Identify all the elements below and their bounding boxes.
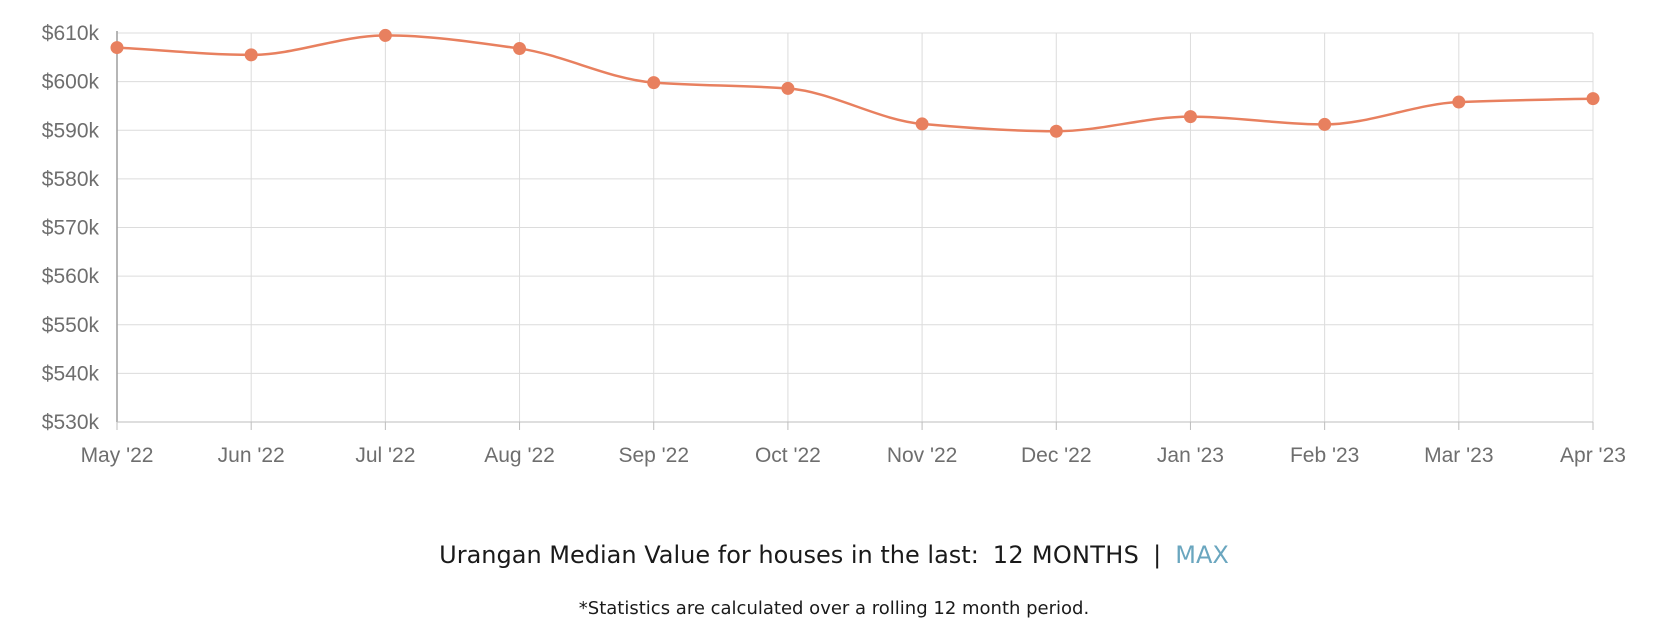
x-axis-tick-labels: May '22 Jun '22 Jul '22 Aug '22 Sep '22 Oct '… [81,444,1626,467]
y-tick-label: $570k [42,217,100,240]
x-tick-label: Jul '22 [355,444,415,467]
range-caption: Urangan Median Value for houses in the l… [439,541,979,569]
x-tick-label: Oct '22 [755,444,821,467]
x-tick-label: Feb '23 [1290,444,1359,467]
series-median-value [110,28,1600,138]
range-option-12-months[interactable]: 12 MONTHS [992,541,1140,569]
y-tick-label: $560k [42,265,100,288]
x-tick-label: Apr '23 [1560,444,1626,467]
data-point [647,76,661,90]
data-point [1452,95,1466,109]
x-tick-label: Jan '23 [1157,444,1224,467]
data-point [1318,117,1332,131]
x-tick-label: Jun '22 [218,444,285,467]
data-point [378,28,392,42]
data-point [1183,110,1197,124]
y-tick-label: $540k [42,362,100,385]
grid-lines [117,32,1594,423]
data-point [513,42,527,56]
y-axis-tick-labels: $530k $540k $550k $560k $570k $580k $590k $600k… [42,22,100,434]
y-tick-label: $590k [42,119,100,142]
y-tick-label: $610k [42,22,100,45]
x-tick-label: Aug '22 [484,444,555,467]
data-point [110,41,124,55]
statistics-note: *Statistics are calculated over a rollin… [578,598,1090,619]
x-tick-label: Nov '22 [887,444,958,467]
range-option-max[interactable]: MAX [1175,541,1229,569]
x-tick-label: Mar '23 [1424,444,1493,467]
series-line [116,34,1594,133]
range-separator: | [1153,541,1162,569]
data-point [244,48,258,62]
y-tick-label: $580k [42,168,100,191]
line-chart: $530k $540k $550k $560k $570k $580k $590k $600k… [42,22,1626,467]
data-point [781,81,795,95]
y-tick-label: $530k [42,411,100,434]
data-point [915,117,929,131]
x-tick-label: Dec '22 [1021,444,1092,467]
x-tick-label: Sep '22 [618,444,689,467]
x-tick-label: May '22 [81,444,154,467]
data-point [1049,124,1063,138]
data-point [1586,92,1600,106]
range-selector: Urangan Median Value for houses in the l… [0,541,1668,569]
y-tick-label: $550k [42,314,100,337]
y-tick-label: $600k [42,71,100,94]
axes [116,31,1594,430]
